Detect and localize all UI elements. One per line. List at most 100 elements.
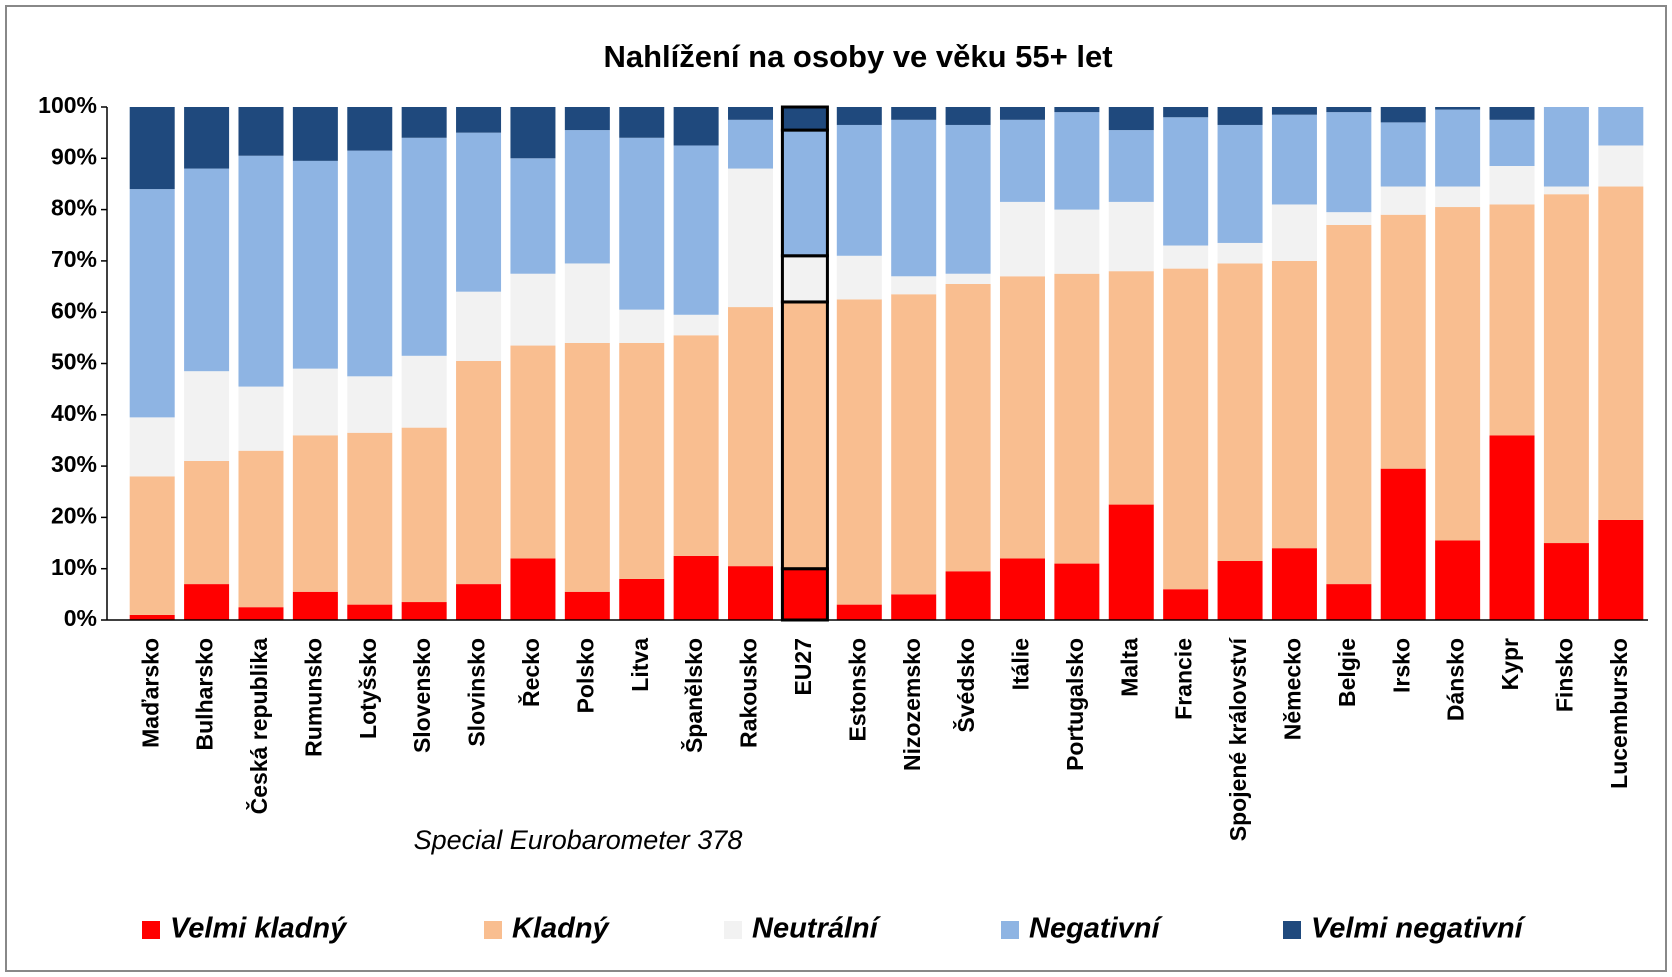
- bar-segment: [1271, 114, 1317, 205]
- x-tick-label: Maďarsko: [137, 638, 163, 748]
- bar-segment: [1163, 589, 1209, 620]
- bar-segment: [619, 137, 665, 310]
- bar-segment: [1217, 263, 1263, 562]
- bar-segment: [780, 567, 829, 622]
- bar-segment: [184, 460, 230, 585]
- legend-label: Kladný: [512, 913, 611, 945]
- bar-segment: [999, 201, 1045, 277]
- y-tick-label: 40%: [51, 400, 97, 426]
- bar-segment: [292, 107, 338, 161]
- x-tick-label: Rakousko: [736, 638, 762, 748]
- bar-segment: [564, 263, 610, 343]
- x-tick-label: Irsko: [1388, 638, 1414, 693]
- bar-segment: [1271, 548, 1317, 620]
- bar-segment: [510, 558, 556, 620]
- bar-segment: [510, 107, 556, 159]
- bar-segment: [1054, 112, 1100, 210]
- bar-segment: [510, 345, 556, 559]
- legend-swatch: [1001, 921, 1019, 939]
- bar-segment: [1326, 212, 1372, 225]
- bar-segment: [780, 254, 829, 304]
- bar-segment: [945, 107, 991, 125]
- bar-segment: [780, 128, 829, 258]
- y-tick-label: 70%: [51, 246, 97, 272]
- bar-segment: [1217, 124, 1263, 243]
- bar-segment: [401, 602, 447, 620]
- bar-segment: [1108, 504, 1154, 620]
- bar-segment: [401, 427, 447, 603]
- bar-segment: [238, 450, 284, 608]
- bar-segment: [129, 614, 175, 620]
- bar-segment: [1435, 186, 1481, 208]
- x-tick-label: Polsko: [572, 638, 598, 713]
- x-tick-label: EU27: [790, 638, 816, 696]
- bar-segment: [1598, 107, 1644, 146]
- bar-segment: [1435, 107, 1481, 110]
- y-tick-label: 90%: [51, 143, 97, 169]
- x-tick-label: Spojené království: [1225, 636, 1251, 841]
- bar-segment: [619, 309, 665, 343]
- x-tick-label: Bulharsko: [192, 638, 218, 750]
- bar-segment: [238, 155, 284, 387]
- bar-segment: [673, 107, 719, 146]
- bar-segment: [999, 119, 1045, 202]
- bar-segment: [891, 276, 937, 295]
- bar-segment: [1326, 224, 1372, 585]
- bar-segment: [1380, 186, 1426, 215]
- x-tick-label: Lucembursko: [1606, 638, 1632, 789]
- bar-segment: [728, 168, 774, 308]
- bar-segment: [1326, 584, 1372, 620]
- bar-segment: [1380, 122, 1426, 187]
- x-tick-label: Finsko: [1551, 638, 1577, 712]
- bar-segment: [673, 145, 719, 315]
- x-tick-label: Rumunsko: [300, 638, 326, 757]
- x-tick-label: Švédsko: [952, 638, 979, 733]
- bar-segment: [129, 476, 175, 615]
- bar-segment: [945, 571, 991, 620]
- bar-segment: [999, 107, 1045, 120]
- bar-segment: [728, 119, 774, 169]
- legend-swatch: [724, 921, 742, 939]
- x-tick-label: Francie: [1171, 638, 1197, 720]
- bar-segment: [1271, 107, 1317, 115]
- bar-segment: [1163, 107, 1209, 118]
- bar-segment: [945, 283, 991, 572]
- y-tick-label: 20%: [51, 502, 97, 528]
- bar-segment: [510, 273, 556, 346]
- bar-segment: [999, 558, 1045, 620]
- x-tick-label: Itálie: [1008, 638, 1034, 690]
- bar-segment: [836, 107, 882, 125]
- bar-segment: [836, 255, 882, 300]
- bar-segment: [1163, 245, 1209, 269]
- y-tick-label: 50%: [51, 349, 97, 375]
- bar-segment: [891, 119, 937, 277]
- bar-segment: [945, 273, 991, 284]
- bar-segment: [780, 105, 829, 132]
- x-tick-label: Nizozemsko: [899, 638, 925, 771]
- bar-segment: [728, 566, 774, 620]
- bar-segment: [673, 555, 719, 620]
- bar-segment: [292, 160, 338, 369]
- bar-segment: [673, 335, 719, 556]
- bar-segment: [347, 107, 393, 151]
- bar-segment: [1271, 260, 1317, 549]
- bar-segment: [184, 371, 230, 461]
- bar-segment: [129, 189, 175, 418]
- bar-segment: [945, 124, 991, 274]
- bar-segment: [780, 300, 829, 571]
- bar-segment: [292, 368, 338, 436]
- bar-segment: [1054, 209, 1100, 274]
- y-tick-label: 30%: [51, 451, 97, 477]
- bar-segment: [129, 417, 175, 477]
- x-tick-label: Litva: [627, 638, 653, 692]
- bar-segment: [292, 435, 338, 592]
- bar-segment: [184, 584, 230, 620]
- bar-segment: [1380, 107, 1426, 123]
- bar-segment: [1108, 107, 1154, 131]
- bar-segment: [1489, 119, 1535, 166]
- bar-segment: [891, 594, 937, 620]
- bar-segment: [1543, 107, 1589, 187]
- bar-segment: [1598, 145, 1644, 187]
- bar-segment: [619, 107, 665, 138]
- bar-segment: [1543, 194, 1589, 544]
